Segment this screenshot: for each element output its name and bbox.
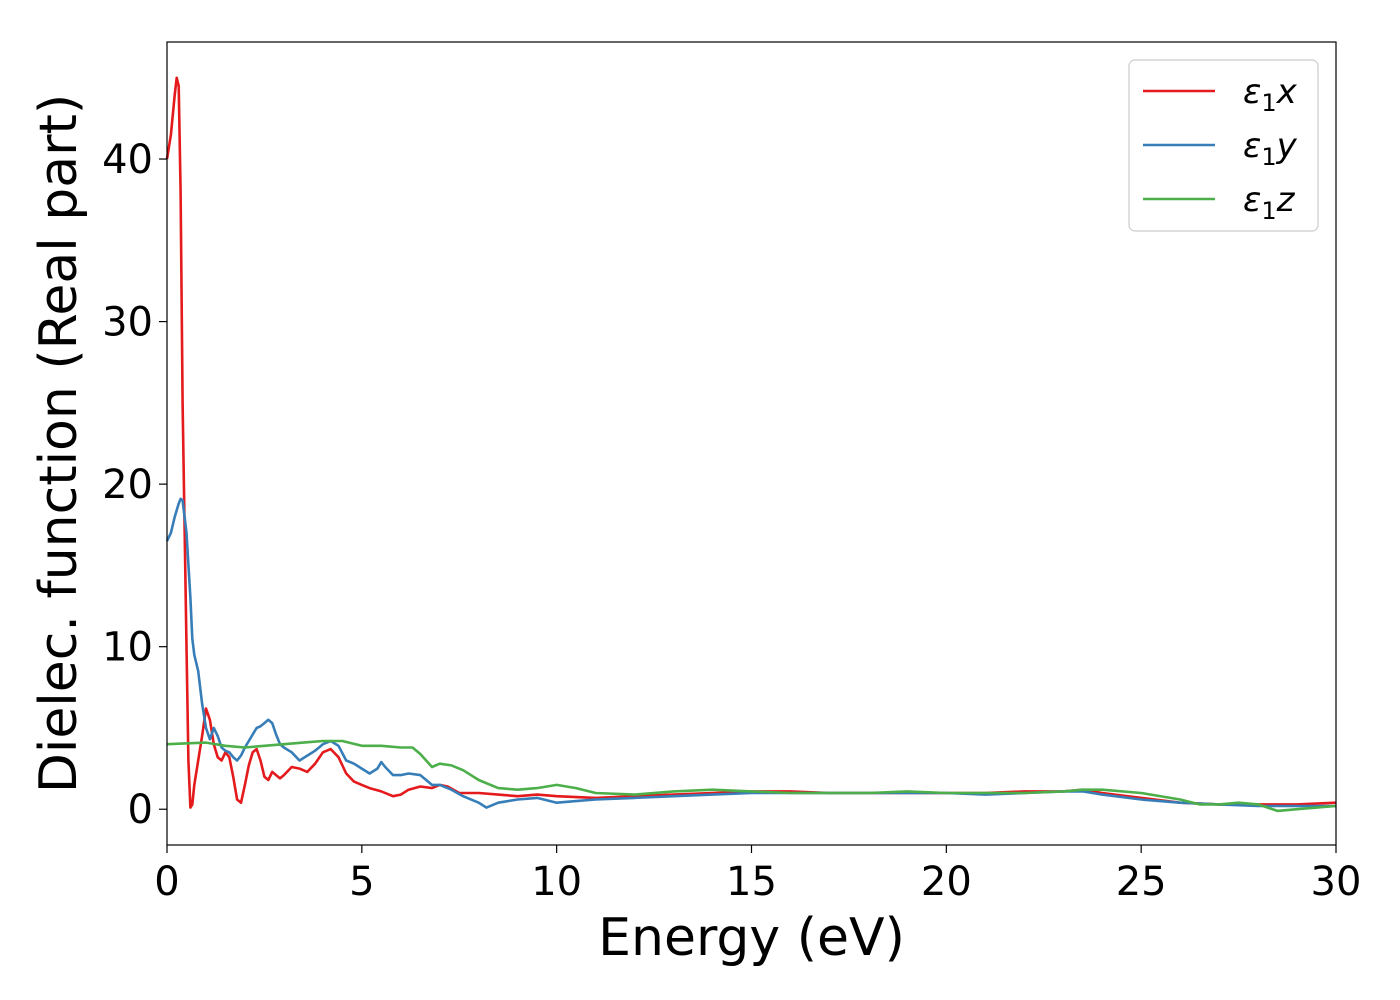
y-tick-label: 20 (102, 462, 153, 508)
x-tick-label: 0 (154, 859, 179, 905)
x-tick-label: 5 (349, 859, 374, 905)
series-line-3 (166, 739, 1337, 813)
legend-label: ε1z (1243, 180, 1296, 225)
y-axis-label: Dielec. function (Real part) (29, 94, 89, 793)
y-tick-label: 10 (102, 625, 153, 671)
plot-lines (165, 76, 1337, 813)
x-axis-label: Energy (eV) (598, 908, 905, 968)
x-axis: 0 5 10 15 20 25 30 (154, 845, 1361, 905)
x-tick-label: 10 (531, 859, 582, 905)
y-tick-label: 40 (102, 137, 153, 183)
legend-label: ε1x (1243, 72, 1298, 117)
series-line-2 (165, 497, 1336, 809)
x-tick-label: 15 (726, 859, 777, 905)
y-axis: 0 10 20 30 40 (102, 137, 167, 833)
x-tick-label: 30 (1311, 859, 1362, 905)
x-tick-label: 25 (1116, 859, 1167, 905)
y-tick-label: 30 (102, 300, 153, 346)
x-tick-label: 20 (921, 859, 972, 905)
legend: ε1x ε1y ε1z (1128, 59, 1319, 232)
y-tick-label: 0 (128, 787, 153, 833)
legend-label: ε1y (1243, 126, 1298, 171)
legend-box (1128, 59, 1319, 232)
